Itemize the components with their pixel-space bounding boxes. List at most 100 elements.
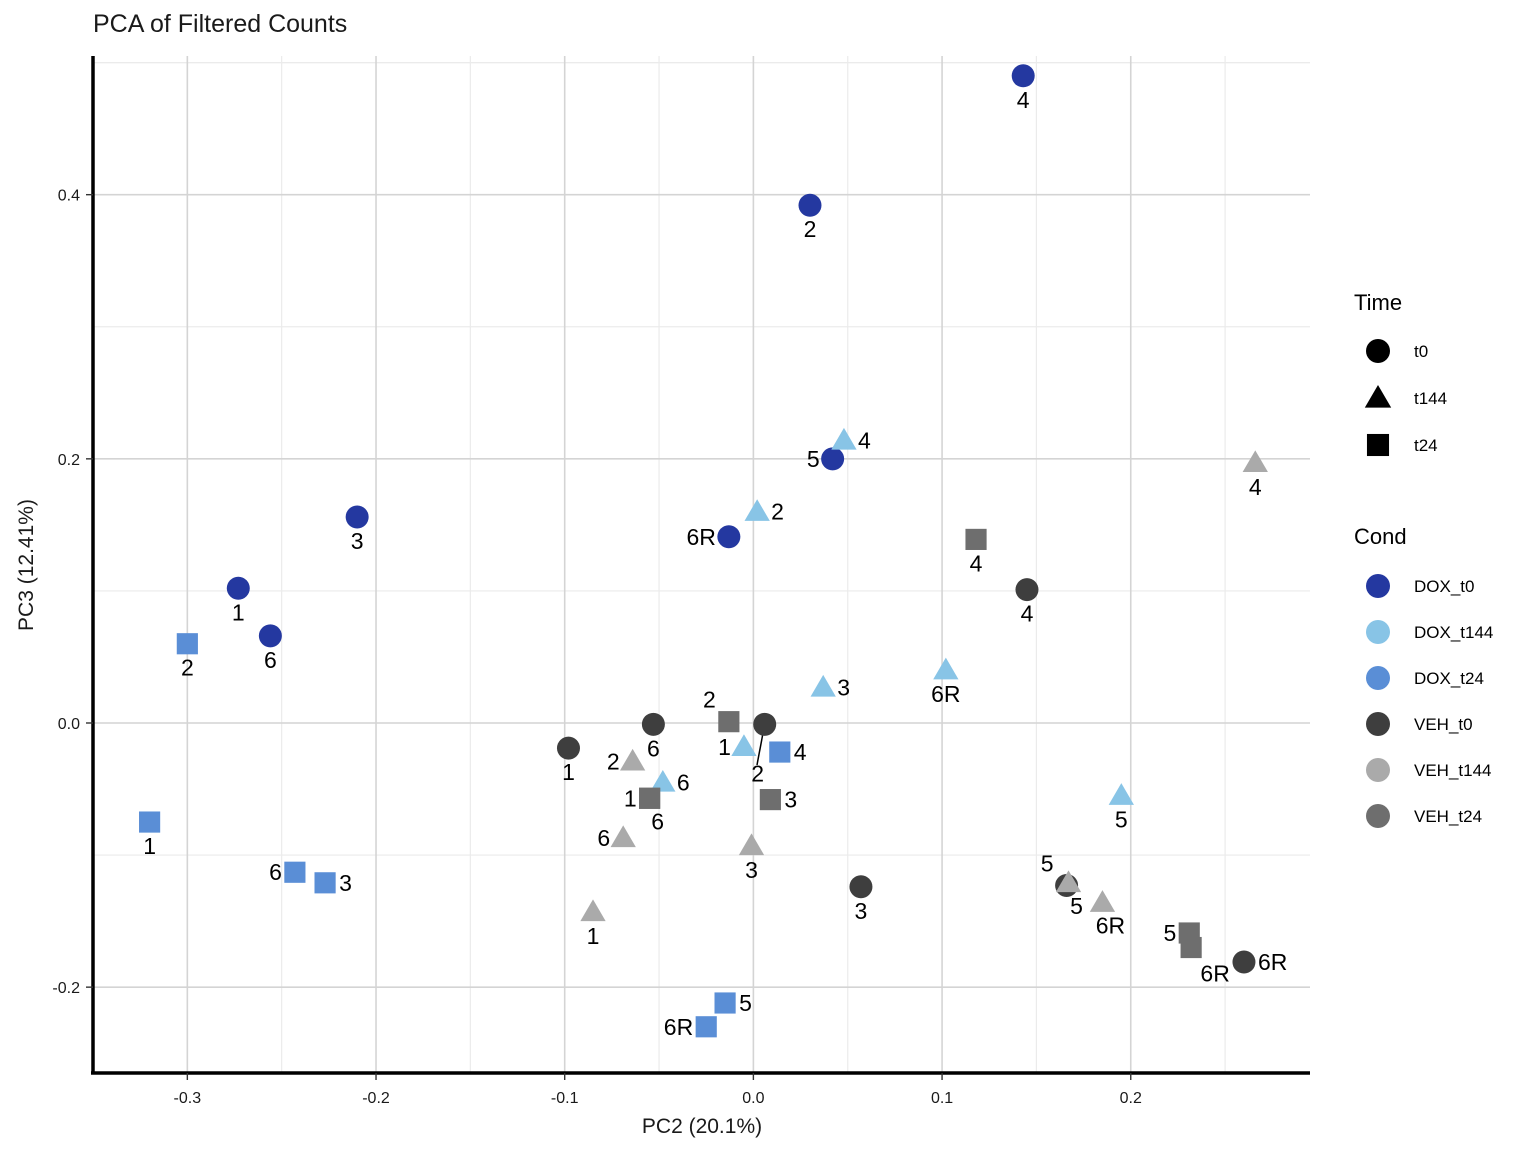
point-label: 6R xyxy=(1096,913,1125,939)
legend-time-items: t0 t144 t24 xyxy=(1364,339,1447,457)
point-VEH_t24-6 xyxy=(639,787,661,809)
x-tick-label: -0.2 xyxy=(362,1090,390,1107)
point-label: 3 xyxy=(351,528,364,554)
point-label: 2 xyxy=(703,687,716,713)
point-label: 1 xyxy=(232,599,245,625)
y-axis-title: PC3 (12.41%) xyxy=(15,499,38,631)
point-DOX_t0-3 xyxy=(345,505,369,529)
y-tick-label: -0.2 xyxy=(52,980,80,997)
legend-time-label: t144 xyxy=(1414,389,1447,408)
axes xyxy=(91,56,1310,1075)
point-DOX_t24-1 xyxy=(139,811,161,833)
legend-cond-key-DOX_t0 xyxy=(1366,574,1390,598)
point-DOX_t0-5 xyxy=(821,447,845,471)
point-VEH_t24-4 xyxy=(965,528,987,550)
point-label: 6 xyxy=(647,735,660,761)
point-label: 3 xyxy=(745,857,758,883)
point-label: 2 xyxy=(607,748,620,774)
point-DOX_t144-5 xyxy=(1108,783,1134,805)
x-tick-label: 0.0 xyxy=(742,1090,764,1107)
point-DOX_t0-6R xyxy=(717,525,741,549)
point-label: 1 xyxy=(718,734,731,760)
point-VEH_t144-3 xyxy=(738,833,765,856)
point-label: 4 xyxy=(1021,601,1034,627)
legend-time-title: Time xyxy=(1354,290,1402,315)
point-label: 3 xyxy=(784,787,797,813)
point-label: 6R xyxy=(686,524,715,550)
point-label: 6 xyxy=(264,647,277,673)
point-label: 1 xyxy=(562,759,575,785)
point-VEH_t0-1 xyxy=(556,736,580,760)
point-label: 6 xyxy=(651,808,664,834)
point-label: 2 xyxy=(751,760,764,786)
point-VEH_t0-2 xyxy=(753,712,777,736)
y-tick-label: 0.4 xyxy=(58,188,80,205)
point-label: 5 xyxy=(1163,920,1176,946)
legend-cond-key-DOX_t24 xyxy=(1366,666,1390,690)
point-DOX_t24-6R xyxy=(695,1016,717,1038)
point-label: 2 xyxy=(771,499,784,525)
point-label: 5 xyxy=(739,990,752,1016)
point-VEH_t144-6R xyxy=(1089,890,1116,912)
point-label: 4 xyxy=(970,550,983,576)
point-VEH_t24-3 xyxy=(759,789,781,811)
point-label: 5 xyxy=(1115,807,1128,833)
point-VEH_t24-2 xyxy=(718,711,740,733)
point-VEH_t0-6R xyxy=(1232,950,1256,974)
legend-cond-label: VEH_t144 xyxy=(1414,761,1492,780)
point-label: 6 xyxy=(269,859,282,885)
x-tick-label: -0.3 xyxy=(174,1090,202,1107)
point-label: 6R xyxy=(931,681,960,707)
point-label: 6 xyxy=(597,825,610,851)
legend-cond-key-VEH_t0 xyxy=(1366,712,1390,736)
legend-cond-label: VEH_t0 xyxy=(1414,715,1473,734)
point-DOX_t24-6 xyxy=(284,861,306,883)
point-DOX_t144-6R xyxy=(933,657,959,680)
point-label: 5 xyxy=(1041,850,1054,876)
point-label: 6 xyxy=(677,769,690,795)
legend-cond-label: DOX_t0 xyxy=(1414,577,1474,596)
point-label: 5 xyxy=(1070,893,1083,919)
point-DOX_t24-5 xyxy=(714,992,736,1014)
point-label: 2 xyxy=(804,216,817,242)
point-DOX_t144-6 xyxy=(650,769,676,792)
legend-cond-items: DOX_t0 DOX_t144 DOX_t24 VEH_t0 VEH_t144 VEH_t… xyxy=(1366,574,1493,828)
legend-cond-label: VEH_t24 xyxy=(1414,807,1482,826)
point-VEH_t24-6R xyxy=(1180,936,1202,959)
point-DOX_t144-1 xyxy=(731,734,757,757)
point-label: 1 xyxy=(624,785,637,811)
legend-time-label: t0 xyxy=(1414,342,1428,361)
point-VEH_t144-6 xyxy=(610,825,636,848)
x-axis-title: PC2 (20.1%) xyxy=(642,1115,762,1138)
point-VEH_t144-4 xyxy=(1242,450,1268,473)
legend-time-key-t0 xyxy=(1366,339,1390,363)
point-label: 4 xyxy=(1249,474,1262,500)
point-VEH_t144-5 xyxy=(1055,870,1082,893)
point-label: 4 xyxy=(858,427,871,453)
point-DOX_t0-1 xyxy=(226,576,250,600)
grid-minor xyxy=(93,56,1310,1073)
legend-cond-key-DOX_t144 xyxy=(1366,620,1390,644)
point-DOX_t24-2 xyxy=(176,633,198,655)
point-label: 1 xyxy=(143,833,156,859)
point-label: 1 xyxy=(587,923,600,949)
point-label: 3 xyxy=(855,898,868,924)
point-label: 6R xyxy=(1258,949,1287,975)
point-DOX_t144-3 xyxy=(810,674,836,697)
point-DOX_t144-4 xyxy=(831,427,857,450)
point-DOX_t144-2 xyxy=(744,499,770,521)
legend-time-label: t24 xyxy=(1414,436,1438,455)
point-VEH_t0-6 xyxy=(641,712,665,736)
data-points xyxy=(139,64,1268,1038)
label-connector-line xyxy=(756,732,764,766)
point-label: 6R xyxy=(1200,961,1229,987)
point-label: 3 xyxy=(339,870,352,896)
legend-cond-label: DOX_t144 xyxy=(1414,623,1493,642)
legend-cond-title: Cond xyxy=(1354,524,1407,549)
legend: Time t0 t144 t24 Cond DOX_t0 DOX_t144 DOX_t2… xyxy=(1354,290,1493,828)
x-tick-label: 0.2 xyxy=(1120,1090,1142,1107)
point-label: 4 xyxy=(794,739,807,765)
legend-cond-key-VEH_t24 xyxy=(1366,804,1390,828)
